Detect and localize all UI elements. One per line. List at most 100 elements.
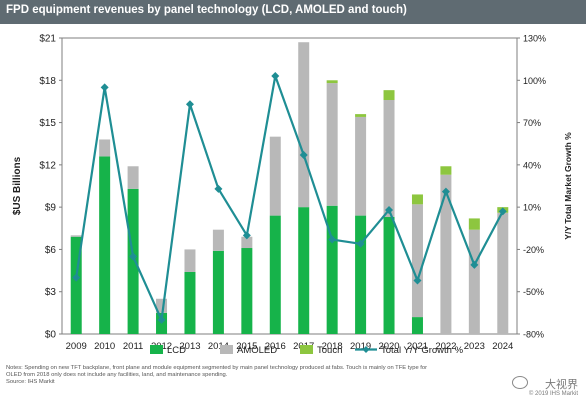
notes-source: Source: IHS Markit <box>6 379 55 385</box>
x-axis-tick-label: 2021 <box>407 341 428 352</box>
bar-touch <box>355 114 367 117</box>
growth-point <box>413 276 422 285</box>
bar-lcd <box>127 188 139 334</box>
x-axis-tick-label: 2022 <box>435 341 456 352</box>
bar-lcd <box>184 271 196 334</box>
growth-point <box>129 252 138 261</box>
legend-touch-label: Touch <box>317 345 342 356</box>
legend-growth-marker <box>362 346 370 353</box>
bar-amoled <box>127 166 139 189</box>
growth-point <box>299 150 308 159</box>
x-axis-tick-label: 2013 <box>179 341 200 352</box>
bar-touch <box>440 166 452 175</box>
x-axis-tick-label: 2024 <box>492 341 513 352</box>
growth-point <box>271 72 280 81</box>
left-axis-tick-label: $9 <box>45 203 57 214</box>
bar-lcd <box>383 217 395 334</box>
bar-lcd <box>355 215 367 334</box>
legend-amoled-label: AMOLED <box>237 345 277 356</box>
growth-point <box>100 83 109 92</box>
growth-point <box>157 315 166 324</box>
left-axis-tick-label: $15 <box>39 118 56 129</box>
notes: Notes: Spending on new TFT backplane, fr… <box>6 365 476 386</box>
bar-touch <box>383 90 395 101</box>
bar-lcd <box>70 236 82 334</box>
left-axis-title: $US Billions <box>12 156 23 215</box>
bar-amoled <box>212 229 224 251</box>
x-axis-tick-label: 2018 <box>322 341 343 352</box>
bar-lcd <box>269 215 281 334</box>
growth-line <box>75 74 504 322</box>
bar-lcd <box>212 250 224 334</box>
watermark-logo-icon <box>512 376 528 389</box>
x-axis-tick-label: 2020 <box>378 341 399 352</box>
title-bar: FPD equipment revenues by panel technolo… <box>0 0 586 24</box>
bar-lcd <box>241 248 253 334</box>
right-axis-tick-label: -20% <box>523 245 544 255</box>
watermark: 大视界 © 2019 IHS Markit <box>529 376 578 397</box>
right-axis-tick-label: -80% <box>523 330 544 340</box>
x-axis-tick-label: 2016 <box>265 341 286 352</box>
notes-line-1: Notes: Spending on new TFT backplane, fr… <box>6 365 428 371</box>
legend-growth-label: Total Y/Y Growth % <box>381 345 464 356</box>
growth-point <box>242 231 251 240</box>
right-axis-tick-label: 70% <box>523 118 541 128</box>
bar-amoled <box>269 136 281 216</box>
chart-canvas: $0 $3 $6 $9 $12 $15 $18 $21 -80% -50% -20% 10% 40% 70… <box>12 34 573 357</box>
bar-amoled <box>355 116 367 216</box>
right-axis-tick-label: 40% <box>523 160 541 170</box>
growth-point <box>498 207 507 216</box>
bar-amoled <box>440 174 452 334</box>
left-axis-tick-label: $18 <box>39 76 56 87</box>
bar-amoled <box>184 249 196 272</box>
growth-point <box>441 187 450 196</box>
left-axis-tick-label: $6 <box>45 245 57 256</box>
x-axis-tick-label: 2011 <box>123 341 143 352</box>
watermark-text: 大视界 <box>545 379 578 391</box>
x-axis-tick-label: 2015 <box>236 341 257 352</box>
watermark-copyright: © 2019 IHS Markit <box>528 391 578 397</box>
right-axis-tick-label: 130% <box>523 34 546 44</box>
chart-title: FPD equipment revenues by panel technolo… <box>6 4 407 16</box>
bar-amoled <box>383 100 395 218</box>
bar-lcd <box>411 317 423 334</box>
legend-touch-swatch <box>300 345 313 354</box>
bar-amoled <box>70 235 82 237</box>
bar-amoled <box>298 42 310 208</box>
growth-point <box>72 273 81 282</box>
bar-amoled <box>468 229 480 334</box>
growth-point <box>185 100 194 109</box>
x-axis-tick-label: 2014 <box>208 341 229 352</box>
legend-lcd-label: LCD <box>167 345 186 356</box>
bar-amoled <box>497 212 509 334</box>
right-axis-tick-label: -50% <box>523 287 544 297</box>
bar-lcd <box>298 207 310 334</box>
left-axis-tick-label: $12 <box>39 160 56 171</box>
growth-point <box>470 260 479 269</box>
bar-amoled <box>99 139 111 157</box>
left-axis-tick-label: $3 <box>45 287 57 298</box>
bar-lcd <box>326 205 338 334</box>
right-axis-tick-label: 10% <box>523 203 541 213</box>
plot-area-border <box>61 37 518 335</box>
growth-point <box>328 235 337 244</box>
growth-point <box>214 184 223 193</box>
bar-amoled <box>326 83 338 206</box>
bar-amoled <box>411 204 423 318</box>
right-axis-tick-label: 100% <box>523 76 546 86</box>
right-axis-title: Y/Y Total Market Growth % <box>563 132 573 240</box>
growth-point <box>356 239 365 248</box>
left-axis-tick-label: $0 <box>45 330 57 341</box>
x-axis-tick-label: 2009 <box>66 341 87 352</box>
x-axis-tick-label: 2010 <box>94 341 115 352</box>
bar-touch <box>468 218 480 230</box>
legend-lcd-swatch <box>150 345 163 354</box>
bar-touch <box>411 194 423 205</box>
notes-line-2: OLED from 2018 only does not include any… <box>6 372 228 378</box>
bar-lcd <box>99 156 111 334</box>
growth-point <box>385 205 394 214</box>
x-axis-tick-label: 2019 <box>350 341 371 352</box>
bar-amoled <box>241 236 253 249</box>
left-axis-tick-label: $21 <box>39 34 56 45</box>
legend-amoled-swatch <box>220 345 233 354</box>
